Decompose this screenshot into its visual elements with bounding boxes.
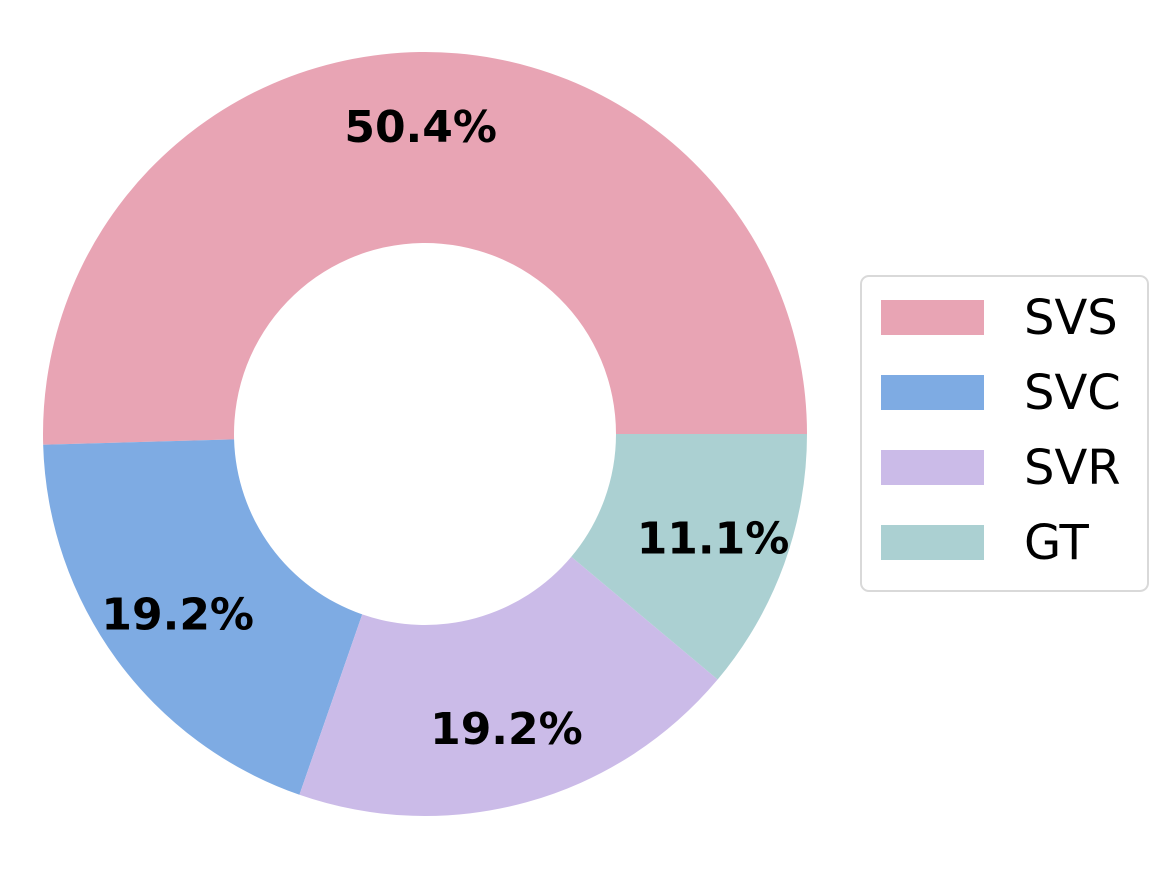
legend-label-svr: SVR	[1024, 440, 1121, 496]
legend-swatch-svc	[881, 375, 984, 410]
slice-label-svs: 50.4%	[344, 102, 497, 153]
slice-svs	[43, 52, 808, 445]
legend-swatch-gt	[881, 525, 984, 560]
slice-label-svc: 19.2%	[101, 590, 254, 641]
legend-swatch-svs	[881, 300, 984, 335]
legend-frame	[860, 275, 1149, 592]
slice-gt	[571, 434, 807, 680]
slice-label-svr: 19.2%	[430, 704, 583, 755]
legend-label-gt: GT	[1024, 515, 1089, 571]
slice-svc	[43, 439, 363, 795]
slice-label-gt: 11.1%	[637, 513, 790, 564]
legend-label-svs: SVS	[1024, 290, 1118, 346]
legend-entries: SVS SVC SVR GT	[881, 290, 1121, 571]
slice-labels-group: 50.4% 19.2% 19.2% 11.1%	[101, 102, 789, 755]
legend: SVS SVC SVR GT	[860, 275, 1149, 592]
legend-swatch-svr	[881, 450, 984, 485]
slice-svr	[299, 556, 718, 816]
legend-label-svc: SVC	[1024, 365, 1121, 421]
slices-group	[43, 52, 808, 816]
